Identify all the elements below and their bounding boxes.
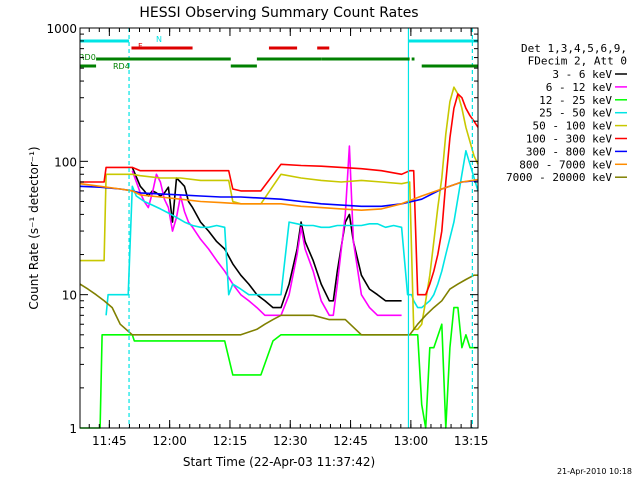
ticks-layer: 11:45 12:00 12:15 12:30 12:45 13:00 13:15 1 10 10… [46, 22, 488, 448]
series-line-7 [79, 178, 479, 211]
chart-title: HESSI Observing Summary Count Rates [139, 5, 418, 21]
legend-label-5: 100 - 300 keV [526, 133, 612, 146]
attenuator-label-rd0: RD0 [79, 53, 96, 62]
x-tick-label-3: 12:30 [273, 434, 308, 448]
y-tick-label-2: 100 [54, 155, 77, 169]
x-axis-label: Start Time (22-Apr-03 11:37:42) [183, 455, 375, 469]
series-line-4 [80, 86, 479, 331]
x-tick-label-1: 12:00 [152, 434, 187, 448]
legend-label-3: 25 - 50 keV [539, 107, 612, 120]
attenuator-label-f: F [138, 42, 143, 51]
legend-header-line-0: Det 1,3,4,5,6,9, [521, 42, 627, 55]
legend-header-line-1: FDecim 2, Att 0 [528, 55, 627, 68]
legend-label-0: 3 - 6 keV [552, 68, 612, 81]
attenuator-bars-layer: N F RD0 RD4 [79, 35, 478, 71]
series-line-1 [131, 145, 402, 317]
y-axis-label: Count Rate (s⁻¹ detector⁻¹) [27, 146, 41, 309]
y-tick-label-3: 1000 [46, 22, 77, 36]
series-line-6 [79, 179, 479, 208]
series-line-8 [79, 274, 478, 336]
legend-label-6: 300 - 800 keV [526, 145, 612, 158]
markers-layer [128, 28, 473, 428]
series-line-0 [131, 167, 402, 309]
series-layer [79, 86, 479, 429]
x-tick-label-4: 12:45 [333, 434, 368, 448]
legend-label-4: 50 - 100 keV [533, 120, 613, 133]
y-tick-label-0: 1 [69, 422, 77, 436]
x-tick-label-6: 13:15 [454, 434, 489, 448]
legend-label-2: 12 - 25 keV [539, 94, 612, 107]
plot-frame [79, 27, 479, 429]
x-tick-label-2: 12:15 [213, 434, 248, 448]
legend-label-1: 6 - 12 keV [546, 81, 613, 94]
series-line-2 [80, 306, 478, 429]
x-tick-label-5: 13:00 [394, 434, 429, 448]
series-line-5 [80, 93, 479, 296]
attenuator-label-n: N [156, 35, 162, 44]
legend-label-7: 800 - 7000 keV [519, 158, 612, 171]
attenuator-label-rd4: RD4 [113, 62, 130, 71]
legend-label-8: 7000 - 20000 keV [506, 171, 612, 184]
series-line-3 [105, 150, 479, 316]
legend: Det 1,3,4,5,6,9,FDecim 2, Att 03 - 6 keV… [506, 42, 627, 184]
x-tick-label-0: 11:45 [92, 434, 127, 448]
y-tick-label-1: 10 [62, 289, 77, 303]
footer-timestamp: 21-Apr-2010 10:18 [557, 467, 632, 476]
